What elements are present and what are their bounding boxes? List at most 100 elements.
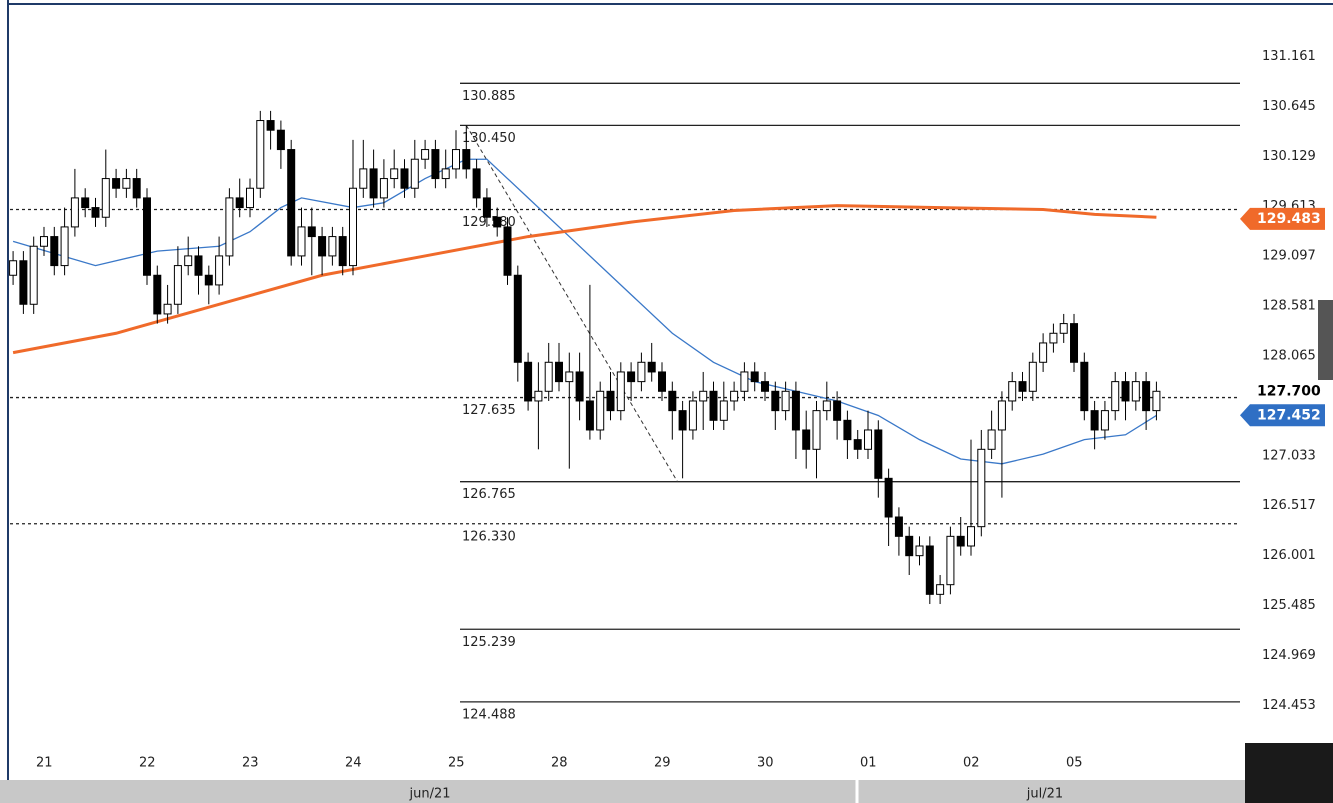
month-bar — [0, 780, 1245, 803]
candle-body — [946, 535, 955, 586]
candle-body — [60, 226, 69, 267]
x-tick-label: 01 — [860, 756, 877, 771]
x-tick-label: 30 — [757, 756, 774, 771]
candle-body — [936, 584, 945, 595]
candle-body — [771, 390, 780, 412]
candle-body — [874, 429, 883, 479]
price-badge-label: 127.452 — [1257, 407, 1321, 423]
candle-body — [791, 390, 800, 431]
y-tick-label: 129.097 — [1262, 249, 1316, 264]
y-tick-label: 126.001 — [1262, 548, 1316, 563]
candle-body — [967, 526, 976, 547]
candle-body — [843, 419, 852, 441]
candle-body — [503, 226, 512, 276]
candle-body — [956, 535, 965, 547]
candle-body — [142, 197, 151, 276]
candle-body — [1131, 381, 1140, 402]
candle-body — [905, 535, 914, 557]
candle-body — [853, 439, 862, 450]
candle-body — [585, 400, 594, 431]
x-tick-label: 29 — [654, 756, 671, 771]
candle-body — [513, 274, 522, 363]
candle-body — [462, 149, 471, 170]
level-label: 126.765 — [462, 487, 516, 502]
candle-body — [122, 178, 131, 189]
level-label: 130.885 — [462, 89, 516, 104]
y-tick-label: 128.065 — [1262, 348, 1316, 363]
price-badge — [1240, 207, 1325, 230]
y-tick-label: 126.517 — [1262, 498, 1316, 513]
candle-body — [1111, 381, 1120, 412]
candle-body — [297, 226, 306, 257]
candle-body — [9, 260, 18, 276]
candle-body — [833, 400, 842, 421]
candle-body — [245, 187, 254, 209]
level-label: 126.330 — [462, 529, 516, 544]
candle-body — [338, 236, 347, 267]
corner-box — [1245, 743, 1333, 803]
x-tick-label: 24 — [345, 756, 362, 771]
price-badge-label: 129.483 — [1257, 211, 1321, 227]
candle-body — [647, 361, 656, 373]
candle-body — [555, 361, 564, 383]
candle-body — [390, 168, 399, 180]
candle-body — [29, 245, 38, 305]
candle-body — [699, 390, 708, 402]
candle-body — [658, 371, 667, 392]
candle-body — [225, 197, 234, 257]
candle-body — [235, 197, 244, 209]
candle-body — [410, 158, 419, 189]
x-tick-label: 21 — [36, 756, 53, 771]
level-label: 125.239 — [462, 635, 516, 650]
candle-body — [688, 400, 697, 431]
candle-body — [482, 197, 491, 218]
candle-body — [1059, 323, 1068, 334]
candle-body — [307, 226, 316, 238]
candle-body — [575, 371, 584, 402]
candle-body — [1152, 390, 1161, 412]
candle-body — [421, 149, 430, 160]
candle-body — [431, 149, 440, 180]
x-tick-label: 28 — [551, 756, 568, 771]
candle-body — [348, 187, 357, 267]
candle-body — [173, 265, 182, 305]
candle-body — [39, 236, 48, 247]
candle-body — [1080, 361, 1089, 412]
candle-body — [730, 390, 739, 402]
candle-body — [50, 236, 59, 267]
candle-body — [1039, 342, 1048, 363]
candle-body — [112, 178, 121, 189]
candle-body — [977, 448, 986, 528]
candle-body — [1090, 410, 1099, 431]
scroll-tab[interactable] — [1318, 300, 1333, 380]
candle-body — [204, 274, 213, 286]
candle-body — [1142, 381, 1151, 412]
candle-body — [616, 371, 625, 412]
candle-body — [266, 120, 275, 131]
candle-body — [1121, 381, 1130, 402]
candle-body — [379, 178, 388, 199]
candle-body — [1049, 332, 1058, 344]
candle-body — [256, 120, 265, 189]
month-label: jul/21 — [1026, 787, 1063, 802]
candle-body — [719, 400, 728, 421]
candle-body — [997, 400, 1006, 431]
candle-body — [750, 371, 759, 383]
candle-body — [276, 129, 285, 151]
candle-body — [493, 216, 502, 228]
price-badge — [1240, 404, 1325, 427]
candle-body — [184, 255, 193, 267]
y-tick-label: 130.645 — [1262, 99, 1316, 114]
candle-body — [822, 400, 831, 412]
candle-body — [441, 168, 450, 180]
price-badge-label: 127.700 — [1257, 383, 1321, 399]
candle-body — [637, 361, 646, 383]
y-tick-label: 127.033 — [1262, 448, 1316, 463]
candle-body — [678, 410, 687, 431]
candle-body — [812, 410, 821, 450]
candle-body — [1100, 410, 1109, 431]
candle-body — [328, 236, 337, 257]
candle-body — [534, 390, 543, 402]
